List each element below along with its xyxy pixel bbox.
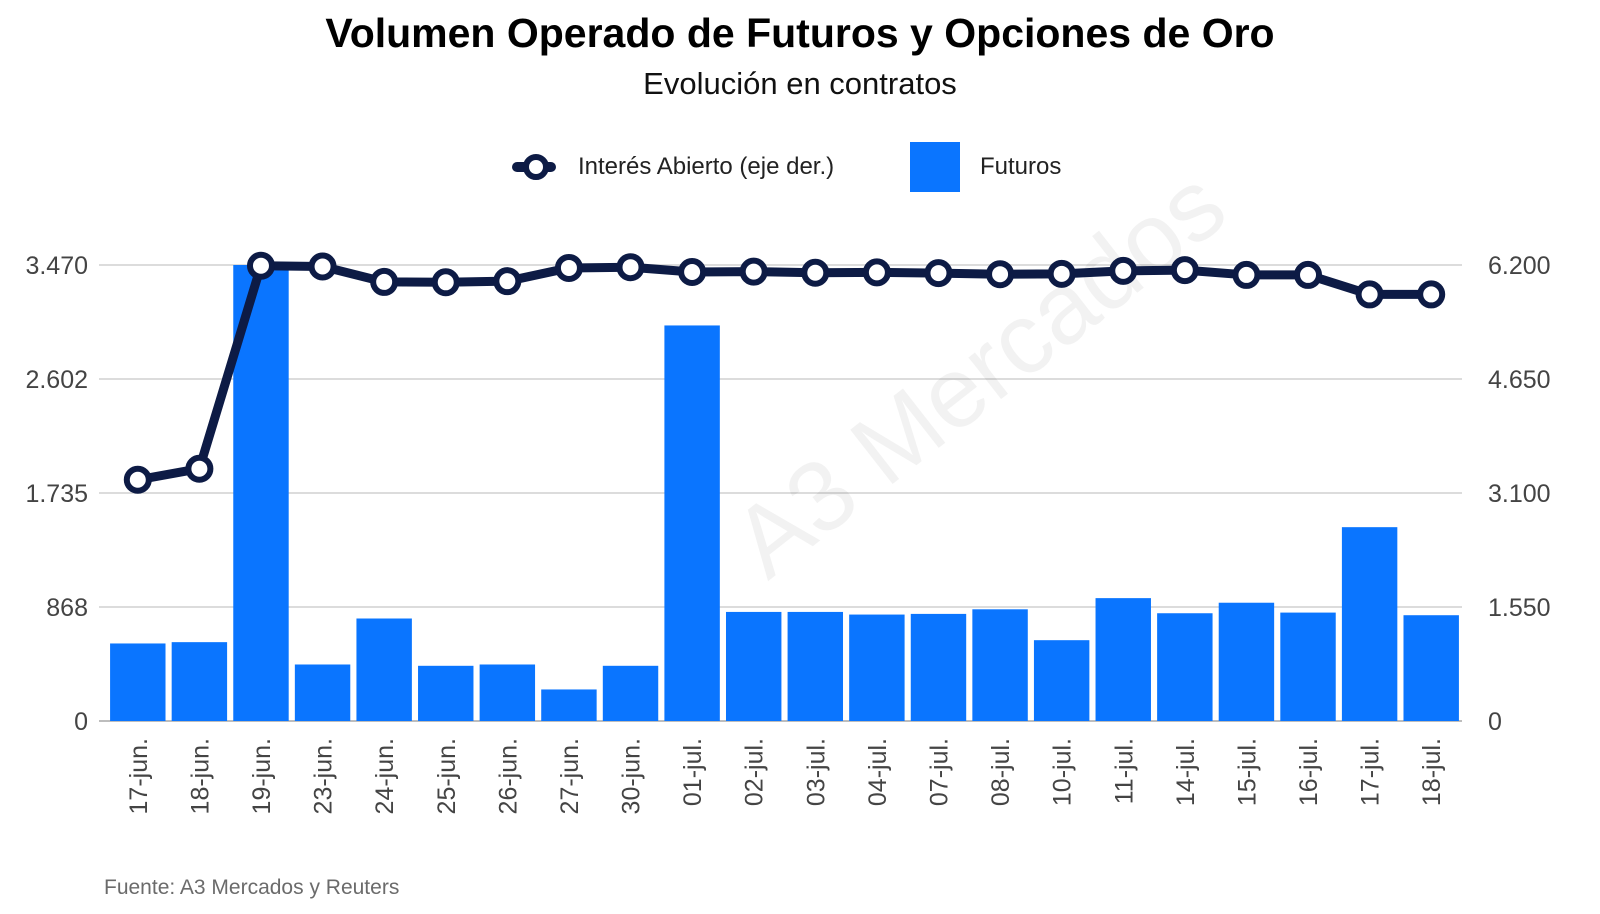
point-open-interest[interactable] [924, 259, 953, 288]
y-right-tick-label: 4.650 [1488, 366, 1551, 394]
x-tick-label: 25-jun. [433, 738, 461, 814]
bar-futuros[interactable] [664, 325, 720, 721]
bar-futuros[interactable] [725, 611, 782, 721]
point-open-interest[interactable] [308, 252, 337, 281]
y-right-tick-label: 6.200 [1488, 252, 1551, 280]
legend-item-futuros[interactable]: Futuros [910, 142, 1061, 192]
legend-label-futuros: Futuros [980, 153, 1062, 180]
x-tick-label: 23-jun. [310, 738, 338, 814]
x-tick-label: 03-jul. [802, 738, 830, 806]
x-tick-label: 17-jun. [125, 738, 153, 814]
bars-series-futuros [110, 265, 1459, 721]
point-open-interest[interactable] [1047, 259, 1076, 288]
chart-subtitle: Evolución en contratos [643, 66, 957, 101]
line-series-open-interest [123, 251, 1446, 494]
bar-futuros[interactable] [541, 689, 597, 721]
point-open-interest[interactable] [554, 253, 583, 282]
bar-futuros[interactable] [1280, 612, 1336, 721]
x-tick-label: 18-jul. [1418, 738, 1446, 806]
x-tick-label: 26-jun. [494, 738, 522, 814]
x-tick-label: 30-jun. [618, 738, 646, 814]
x-tick-label: 15-jul. [1233, 738, 1261, 806]
y-axis-right: 0 1.550 3.100 4.650 6.200 [1488, 252, 1551, 736]
bar-futuros[interactable] [1033, 640, 1090, 721]
bar-futuros[interactable] [356, 618, 412, 721]
point-open-interest[interactable] [123, 465, 152, 494]
y-left-tick-label: 1.735 [25, 480, 88, 508]
bar-futuros[interactable] [1403, 615, 1459, 721]
point-open-interest[interactable] [1109, 256, 1138, 285]
point-open-interest[interactable] [986, 260, 1015, 289]
point-open-interest[interactable] [862, 258, 891, 287]
x-tick-label: 14-jul. [1172, 738, 1200, 806]
bar-futuros[interactable] [1095, 598, 1151, 721]
x-tick-label: 16-jul. [1295, 738, 1323, 806]
line-open-interest [133, 261, 1436, 485]
point-open-interest[interactable] [1417, 280, 1446, 309]
legend-bar-swatch-icon [910, 142, 960, 192]
y-right-tick-label: 1.550 [1488, 594, 1551, 622]
bar-futuros[interactable] [787, 611, 844, 721]
x-tick-label: 02-jul. [741, 738, 769, 806]
point-open-interest[interactable] [185, 454, 214, 483]
y-left-tick-label: 3.470 [25, 252, 88, 280]
y-axis-left: 0 868 1.735 2.602 3.470 [25, 252, 88, 736]
legend-item-open-interest[interactable]: Interés Abierto (eje der.) [512, 142, 834, 192]
point-open-interest[interactable] [1232, 260, 1261, 289]
bar-futuros[interactable] [418, 665, 474, 721]
x-tick-label: 01-jul. [679, 738, 707, 806]
bar-futuros[interactable] [602, 665, 659, 721]
point-open-interest[interactable] [1355, 280, 1384, 309]
x-tick-label: 18-jun. [186, 738, 214, 814]
bar-futuros[interactable] [171, 642, 228, 721]
y-left-tick-label: 0 [74, 708, 88, 736]
watermark-text: A3 Mercados [712, 148, 1245, 599]
point-open-interest[interactable] [246, 251, 275, 280]
x-tick-label: 10-jul. [1049, 738, 1077, 806]
point-open-interest[interactable] [739, 257, 768, 286]
x-tick-label: 17-jul. [1357, 738, 1385, 806]
point-open-interest[interactable] [370, 267, 399, 296]
bar-futuros[interactable] [910, 613, 967, 721]
point-open-interest[interactable] [1294, 260, 1323, 289]
x-tick-label: 08-jul. [987, 738, 1015, 806]
bar-futuros[interactable] [1157, 613, 1213, 721]
bar-futuros[interactable] [849, 614, 905, 721]
y-left-tick-label: 2.602 [25, 366, 88, 394]
x-tick-label: 19-jun. [248, 738, 276, 814]
y-right-tick-label: 3.100 [1488, 480, 1551, 508]
point-open-interest[interactable] [1170, 256, 1199, 285]
x-tick-label: 07-jul. [925, 738, 953, 806]
point-open-interest[interactable] [616, 253, 645, 282]
x-tick-label: 27-jun. [556, 738, 584, 814]
legend: Interés Abierto (eje der.) Futuros [0, 142, 1600, 192]
bar-futuros[interactable] [294, 664, 351, 721]
source-note: Fuente: A3 Mercados y Reuters [104, 876, 400, 899]
bar-futuros[interactable] [110, 643, 166, 721]
bar-futuros[interactable] [479, 664, 536, 721]
x-axis: 17-jun. 18-jun. 19-jun. 23-jun. 24-jun. 25-ju… [125, 738, 1446, 814]
bar-futuros[interactable] [1341, 527, 1398, 721]
chart-title: Volumen Operado de Futuros y Opciones de… [325, 10, 1275, 56]
y-right-tick-label: 0 [1488, 708, 1502, 736]
bar-futuros[interactable] [1218, 602, 1275, 721]
point-open-interest[interactable] [801, 258, 830, 287]
point-open-interest[interactable] [678, 257, 707, 286]
x-tick-label: 04-jul. [864, 738, 892, 806]
legend-line-marker-icon [512, 154, 556, 180]
bar-futuros[interactable] [972, 609, 1028, 721]
point-open-interest[interactable] [431, 268, 460, 297]
x-tick-label: 24-jun. [371, 738, 399, 814]
point-open-interest[interactable] [493, 267, 522, 296]
legend-label-open-interest: Interés Abierto (eje der.) [578, 153, 835, 180]
x-tick-label: 11-jul. [1110, 738, 1138, 804]
y-left-tick-label: 868 [46, 594, 88, 622]
